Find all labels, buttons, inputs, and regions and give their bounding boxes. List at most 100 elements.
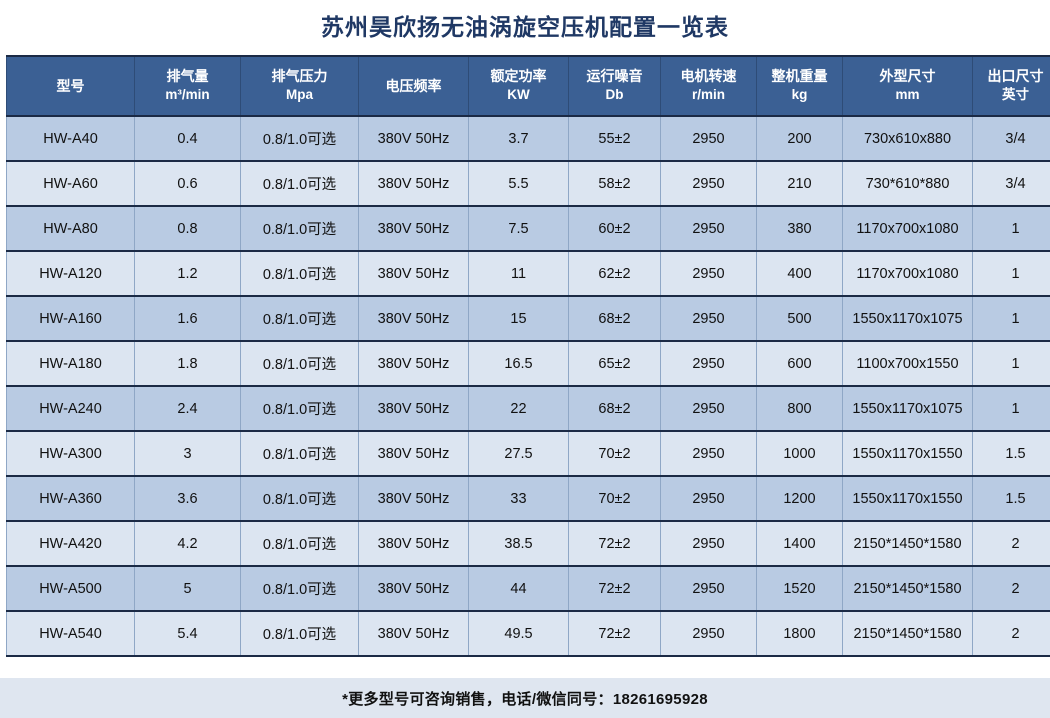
column-header-name: 额定功率 xyxy=(490,68,547,85)
table-cell: 4.2 xyxy=(134,520,241,567)
table-cell: 2 xyxy=(972,520,1050,567)
table-cell: 27.5 xyxy=(468,430,569,477)
cell-model: HW-A500 xyxy=(6,565,135,612)
table-row: HW-A540 5.4 0.8/1.0可选 380V 50Hz 49.5 72±2 2950… xyxy=(6,610,1050,657)
table-cell: 0.8/1.0可选 xyxy=(240,115,359,162)
table-row: HW-A120 1.2 0.8/1.0可选 380V 50Hz 11 62±2 2950 40… xyxy=(6,250,1050,297)
table-cell: 2 xyxy=(972,565,1050,612)
table-cell: 1800 xyxy=(756,610,843,657)
column-header-5: 运行噪音 Db xyxy=(568,55,661,117)
table-cell: 1 xyxy=(972,385,1050,432)
footer-banner: *更多型号可咨询销售，电话/微信同号：18261695928 xyxy=(0,678,1050,718)
column-header-4: 额定功率 KW xyxy=(468,55,569,117)
cell-model: HW-A60 xyxy=(6,160,135,207)
table-cell: 72±2 xyxy=(568,610,661,657)
column-header-7: 整机重量 kg xyxy=(756,55,843,117)
table-cell: 1.8 xyxy=(134,340,241,387)
table-cell: 60±2 xyxy=(568,205,661,252)
page-title: 苏州昊欣扬无油涡旋空压机配置一览表 xyxy=(321,14,729,40)
cell-model: HW-A120 xyxy=(6,250,135,297)
table-cell: 72±2 xyxy=(568,520,661,567)
table-cell: 2950 xyxy=(660,430,757,477)
header-row: 型号 排气量 m³/min 排气压力 Mpa 电压频率 额定功率 KW 运行噪音 Db 电机转速 r/… xyxy=(6,55,1050,117)
table-cell: 3.6 xyxy=(134,475,241,522)
column-header-1: 排气量 m³/min xyxy=(134,55,241,117)
column-header-unit: KW xyxy=(507,87,530,103)
table-cell: 1550x1170x1550 xyxy=(842,430,973,477)
table-cell: 1200 xyxy=(756,475,843,522)
table-cell: 1000 xyxy=(756,430,843,477)
table-cell: 1 xyxy=(972,205,1050,252)
table-cell: 38.5 xyxy=(468,520,569,567)
table-header: 型号 排气量 m³/min 排气压力 Mpa 电压频率 额定功率 KW 运行噪音 Db 电机转速 r/… xyxy=(6,55,1050,117)
table-cell: 2950 xyxy=(660,295,757,342)
table-cell: 1170x700x1080 xyxy=(842,205,973,252)
table-cell: 1400 xyxy=(756,520,843,567)
table-cell: 380V 50Hz xyxy=(358,430,469,477)
table-row: HW-A500 5 0.8/1.0可选 380V 50Hz 44 72±2 2950 1520… xyxy=(6,565,1050,612)
table-cell: 1 xyxy=(972,250,1050,297)
table-cell: 0.8/1.0可选 xyxy=(240,160,359,207)
column-header-3: 电压频率 xyxy=(358,55,469,117)
column-header-0: 型号 xyxy=(6,55,135,117)
column-header-name: 出口尺寸 xyxy=(987,68,1044,85)
column-header-unit: r/min xyxy=(691,87,725,103)
column-header-2: 排气压力 Mpa xyxy=(240,55,359,117)
table-cell: 380V 50Hz xyxy=(358,385,469,432)
table-cell: 0.8/1.0可选 xyxy=(240,610,359,657)
column-header-name: 运行噪音 xyxy=(586,68,643,85)
table-cell: 3/4 xyxy=(972,160,1050,207)
cell-model: HW-A420 xyxy=(6,520,135,567)
table-cell: 1520 xyxy=(756,565,843,612)
column-header-name: 排气压力 xyxy=(271,68,328,85)
table-cell: 800 xyxy=(756,385,843,432)
table-cell: 2950 xyxy=(660,160,757,207)
table-cell: 7.5 xyxy=(468,205,569,252)
table-cell: 730x610x880 xyxy=(842,115,973,162)
table-cell: 500 xyxy=(756,295,843,342)
spec-table: 型号 排气量 m³/min 排气压力 Mpa 电压频率 额定功率 KW 运行噪音 Db 电机转速 r/… xyxy=(6,55,1050,657)
table-cell: 380V 50Hz xyxy=(358,475,469,522)
table-cell: 2150*1450*1580 xyxy=(842,610,973,657)
table-cell: 11 xyxy=(468,250,569,297)
table-cell: 380 xyxy=(756,205,843,252)
cell-model: HW-A40 xyxy=(6,115,135,162)
table-cell: 730*610*880 xyxy=(842,160,973,207)
table-row: HW-A420 4.2 0.8/1.0可选 380V 50Hz 38.5 72±2 2950… xyxy=(6,520,1050,567)
column-header-6: 电机转速 r/min xyxy=(660,55,757,117)
table-cell: 380V 50Hz xyxy=(358,160,469,207)
table-cell: 58±2 xyxy=(568,160,661,207)
table-cell: 55±2 xyxy=(568,115,661,162)
column-header-unit: m³/min xyxy=(165,87,210,103)
table-cell: 3/4 xyxy=(972,115,1050,162)
table-cell: 0.8 xyxy=(134,205,241,252)
table-cell: 3.7 xyxy=(468,115,569,162)
table-row: HW-A60 0.6 0.8/1.0可选 380V 50Hz 5.5 58±2 2950 21… xyxy=(6,160,1050,207)
table-cell: 2950 xyxy=(660,610,757,657)
table-cell: 1550x1170x1550 xyxy=(842,475,973,522)
table-cell: 0.8/1.0可选 xyxy=(240,565,359,612)
column-header-8: 外型尺寸 mm xyxy=(842,55,973,117)
column-header-unit: Db xyxy=(605,87,624,103)
table-cell: 68±2 xyxy=(568,385,661,432)
table-cell: 2950 xyxy=(660,475,757,522)
column-header-name: 型号 xyxy=(56,77,85,94)
column-header-unit: Mpa xyxy=(286,87,313,103)
table-cell: 2950 xyxy=(660,520,757,567)
title-bar: 苏州昊欣扬无油涡旋空压机配置一览表 xyxy=(0,0,1050,55)
table-cell: 0.8/1.0可选 xyxy=(240,340,359,387)
table-cell: 600 xyxy=(756,340,843,387)
footer-note: *更多型号可咨询销售，电话/微信同号：18261695928 xyxy=(342,690,708,708)
table-row: HW-A40 0.4 0.8/1.0可选 380V 50Hz 3.7 55±2 2950 20… xyxy=(6,115,1050,162)
table-cell: 1 xyxy=(972,295,1050,342)
table-cell: 1170x700x1080 xyxy=(842,250,973,297)
table-cell: 2950 xyxy=(660,115,757,162)
table-cell: 16.5 xyxy=(468,340,569,387)
table-cell: 2 xyxy=(972,610,1050,657)
table-cell: 380V 50Hz xyxy=(358,565,469,612)
table-cell: 380V 50Hz xyxy=(358,250,469,297)
cell-model: HW-A300 xyxy=(6,430,135,477)
table-row: HW-A160 1.6 0.8/1.0可选 380V 50Hz 15 68±2 2950 50… xyxy=(6,295,1050,342)
table-row: HW-A300 3 0.8/1.0可选 380V 50Hz 27.5 70±2 2950 10… xyxy=(6,430,1050,477)
